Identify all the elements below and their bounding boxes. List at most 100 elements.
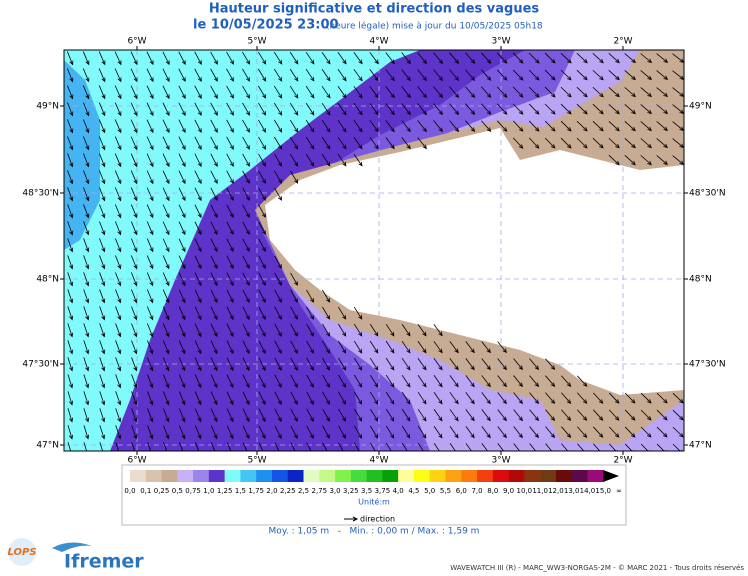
wave-arrow xyxy=(656,104,669,115)
wave-arrow xyxy=(83,306,90,321)
wave-arrow xyxy=(226,170,234,184)
wave-arrow xyxy=(210,187,218,202)
wave-arrow xyxy=(401,391,411,405)
wave-arrow xyxy=(513,409,523,422)
wave-arrow xyxy=(83,391,90,406)
wave-arrow xyxy=(226,374,234,389)
wave-arrow xyxy=(385,120,395,133)
wave-arrow xyxy=(178,85,186,100)
wave-arrow xyxy=(82,85,90,100)
wave-arrow xyxy=(131,374,138,389)
lon-label: 5°W xyxy=(247,37,266,47)
scale-label: 3,75 xyxy=(375,487,391,495)
wave-arrow xyxy=(178,153,186,168)
wave-arrow xyxy=(162,323,170,338)
wave-arrow xyxy=(433,324,443,337)
wave-arrow xyxy=(290,289,298,303)
scale-label: 2,0 xyxy=(266,487,277,495)
wave-arrow xyxy=(306,408,314,422)
wave-arrow xyxy=(640,87,653,98)
wave-arrow xyxy=(242,136,250,150)
wave-arrow xyxy=(322,391,330,405)
wave-arrow xyxy=(99,323,106,338)
wave-arrow xyxy=(672,87,684,97)
wave-arrow xyxy=(369,340,379,354)
scale-label: 6,0 xyxy=(456,487,467,495)
wave-arrow xyxy=(465,375,475,388)
wave-arrow xyxy=(162,102,170,117)
wave-arrow xyxy=(497,120,508,132)
wave-arrow xyxy=(210,102,218,116)
wave-arrow xyxy=(481,341,491,354)
wave-arrow xyxy=(560,120,572,132)
wave-arrow xyxy=(289,68,299,82)
wave-arrow xyxy=(417,86,427,99)
wave-arrow xyxy=(640,138,652,149)
wave-arrow xyxy=(147,408,154,423)
scale-label: 15,0 xyxy=(595,487,611,495)
wave-arrow xyxy=(258,204,266,218)
wave-arrow xyxy=(480,52,492,64)
wave-arrow xyxy=(210,272,218,287)
wave-arrow xyxy=(115,289,122,304)
wave-arrow xyxy=(417,52,428,65)
wave-arrow xyxy=(194,289,202,304)
wave-arrow xyxy=(401,137,411,150)
wave-arrow xyxy=(226,289,234,304)
lops-text: LOPS xyxy=(7,547,36,558)
wave-arrow xyxy=(305,68,315,82)
scale-label: 14,0 xyxy=(580,487,596,495)
wave-arrow xyxy=(83,153,90,168)
wave-arrow xyxy=(576,137,588,149)
scale-end xyxy=(603,470,619,482)
wave-arrow xyxy=(433,341,443,354)
wave-arrow xyxy=(289,85,299,99)
wave-arrow xyxy=(274,272,282,286)
wave-arrow xyxy=(513,443,522,451)
wave-arrow xyxy=(194,170,202,185)
wave-arrow xyxy=(242,187,250,201)
wave-arrow xyxy=(417,103,427,116)
wave-arrow xyxy=(162,136,170,151)
wave-arrow xyxy=(194,323,202,338)
wave-arrow xyxy=(130,51,138,66)
wave-arrow xyxy=(624,154,636,166)
wave-arrow xyxy=(147,391,154,406)
wave-arrow xyxy=(338,391,346,405)
wave-arrow xyxy=(306,425,314,439)
wave-arrow xyxy=(147,425,154,440)
wave-arrow xyxy=(178,238,186,253)
wave-arrow xyxy=(178,170,186,185)
wave-arrow xyxy=(290,306,298,320)
wave-arrow xyxy=(640,426,652,438)
wave-arrow xyxy=(274,102,283,116)
wave-arrow xyxy=(130,255,138,270)
lon-label: 2°W xyxy=(613,456,632,466)
wave-arrow xyxy=(289,119,299,133)
wave-arrow xyxy=(67,221,74,236)
wave-arrow xyxy=(131,425,138,440)
scale-label: 9,0 xyxy=(503,487,514,495)
wave-arrow xyxy=(656,70,669,81)
wave-arrow xyxy=(385,442,394,451)
wave-arrow xyxy=(449,86,460,99)
wave-arrow xyxy=(528,52,540,64)
lon-label: 3°W xyxy=(491,37,510,47)
ticks: 6°W 6°W 5°W 5°W 4°W 4°W 3°W 3°W 2°W 2°W 49°N 49°N 48… xyxy=(22,37,725,466)
wave-arrow xyxy=(114,85,122,100)
wave-arrow xyxy=(242,102,250,116)
wave-arrow xyxy=(99,238,106,253)
wave-arrow xyxy=(131,391,138,406)
wave-arrow xyxy=(672,70,684,80)
wave-arrow xyxy=(131,272,138,287)
wave-arrow xyxy=(417,324,427,337)
unit: Unité:m xyxy=(358,497,390,507)
wave-arrow xyxy=(178,136,186,151)
wave-arrow xyxy=(449,358,459,371)
wave-arrow xyxy=(576,120,588,132)
wave-arrow xyxy=(656,121,669,132)
wave-arrow xyxy=(115,340,122,355)
wave-arrow xyxy=(178,306,186,321)
wave-arrow xyxy=(258,323,266,338)
wave-arrow xyxy=(337,103,347,116)
